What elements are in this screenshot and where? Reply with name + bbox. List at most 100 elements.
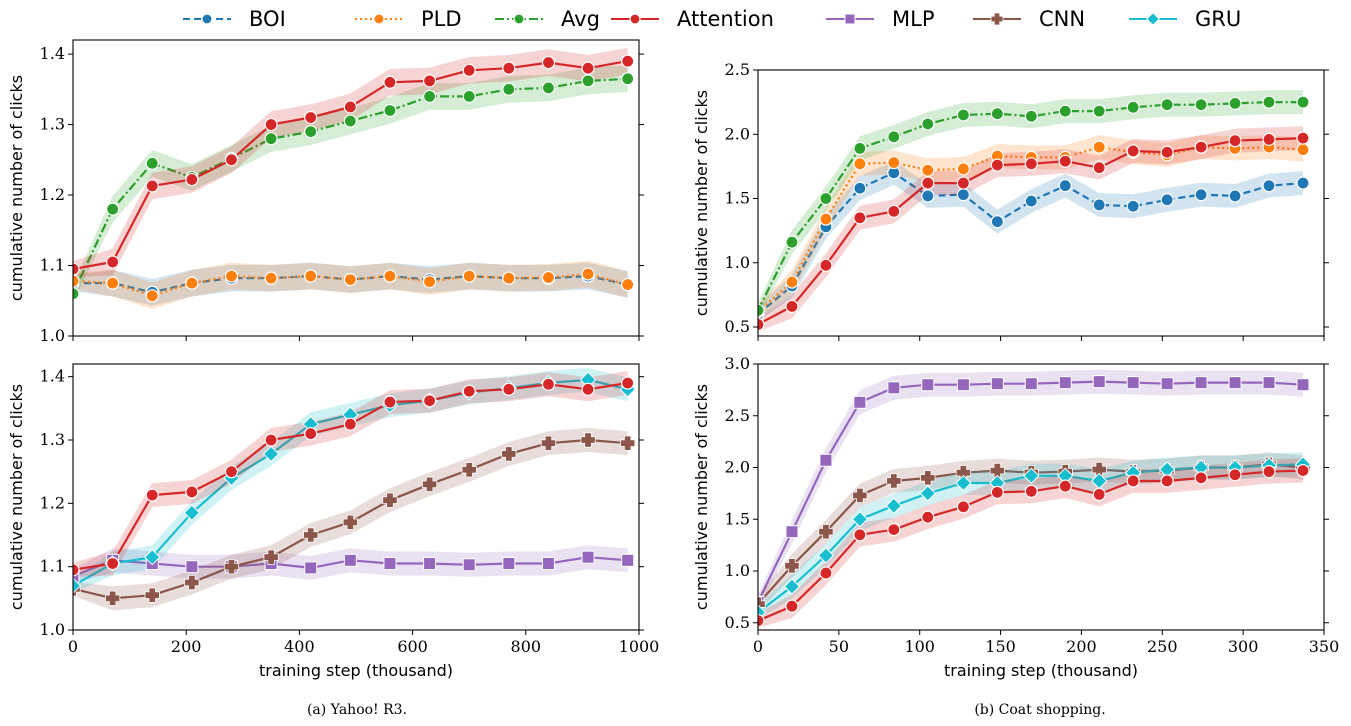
point-pld — [145, 289, 159, 303]
x-axis-label: training step (thousand) — [944, 661, 1138, 680]
point-pld — [462, 269, 476, 283]
point-attention — [1296, 464, 1310, 478]
point-cnn — [461, 462, 477, 478]
point-gru — [955, 474, 972, 492]
y-tick-label: 1.4 — [40, 44, 65, 63]
point-cnn — [501, 446, 517, 462]
x-tick-label: 1000 — [619, 637, 660, 656]
panel-bottom-left: 0 200 400 600 800 1000 1.0 1.1 1.2 1.3 1.4 cumulati… — [7, 363, 660, 680]
point-gru — [919, 485, 937, 502]
point-avg — [541, 81, 556, 95]
point-mlp — [990, 377, 1004, 391]
point-avg — [819, 191, 833, 206]
point-attention — [462, 63, 476, 77]
point-avg — [1024, 109, 1038, 123]
band-gru — [758, 452, 1303, 620]
point-mlp — [819, 453, 833, 467]
point-mlp — [185, 560, 199, 574]
point-boi — [1092, 198, 1106, 212]
point-attention — [785, 299, 799, 314]
legend-item-mlp: MLP — [826, 7, 934, 31]
point-cnn — [223, 559, 240, 575]
legend-label-boi: BOI — [249, 7, 286, 31]
point-attention — [758, 614, 765, 628]
legend-item-avg: Avg — [495, 7, 600, 31]
point-mlp — [785, 525, 799, 539]
point-avg — [422, 89, 437, 103]
point-pld — [1296, 143, 1310, 157]
point-gru — [144, 548, 161, 566]
point-mlp — [1024, 377, 1038, 391]
point-avg — [1058, 104, 1072, 118]
legend-marker-attention — [629, 13, 641, 25]
point-cnn — [105, 590, 121, 606]
point-attention — [1126, 144, 1140, 158]
chart-panels: 1.0 1.1 1.2 1.3 1.4 cumulative number of clic… — [7, 39, 1339, 680]
point-attention — [1024, 484, 1038, 498]
point-avg — [502, 82, 516, 96]
point-avg — [1126, 100, 1140, 114]
point-pld — [819, 212, 833, 226]
y-tick-label: 1.1 — [40, 557, 65, 576]
point-mlp — [304, 561, 318, 575]
point-boi — [921, 189, 935, 203]
point-avg — [853, 141, 867, 155]
point-pld — [383, 269, 397, 283]
point-mlp — [383, 557, 397, 570]
panel-bottom-right: 0 50 100 150 200 250 300 350 0.5 1.0 1.5 2.0 2.5 3.0 c… — [692, 354, 1339, 680]
y-tick-label: 0.5 — [725, 317, 750, 336]
point-pld — [853, 157, 867, 171]
point-attention — [990, 485, 1004, 499]
point-attention — [383, 75, 397, 89]
point-attention — [106, 255, 120, 269]
point-attention — [621, 376, 635, 390]
point-pld — [422, 275, 437, 289]
point-attention — [581, 382, 595, 396]
band-attention — [73, 47, 628, 278]
point-avg — [1194, 98, 1208, 112]
point-cnn — [382, 492, 398, 508]
point-cnn — [818, 524, 834, 540]
point-avg — [1228, 96, 1242, 111]
point-attention — [581, 61, 595, 75]
point-gru — [885, 497, 903, 515]
point-cnn — [144, 587, 160, 603]
point-attention — [921, 510, 935, 524]
x-tick-label: 600 — [397, 637, 428, 656]
x-tick-label: 200 — [171, 637, 202, 656]
point-attention — [758, 317, 765, 332]
point-avg — [785, 235, 799, 249]
point-gru — [183, 504, 201, 522]
point-attention — [502, 382, 516, 396]
point-mlp — [1058, 376, 1072, 390]
point-mlp — [1262, 376, 1276, 390]
point-attention — [264, 117, 278, 132]
point-pld — [343, 273, 357, 287]
point-pld — [304, 269, 318, 283]
legend-marker-avg — [513, 13, 525, 25]
point-attention — [1296, 131, 1310, 145]
point-avg — [145, 156, 159, 170]
point-attention — [422, 394, 437, 408]
legend: BOI PLD Avg Attention MLP CNN GRU — [183, 7, 1241, 31]
point-mlp — [502, 557, 516, 570]
y-tick-label: 3.0 — [725, 354, 750, 373]
x-axis-label: training step (thousand) — [259, 661, 453, 680]
legend-item-pld: PLD — [355, 7, 462, 31]
panel-top-right: 0.5 1.0 1.5 2.0 2.5 cumulative number of clic… — [692, 60, 1329, 341]
point-avg — [1092, 104, 1106, 118]
plot-area — [758, 369, 1312, 628]
point-attention — [502, 61, 516, 75]
point-cnn — [886, 473, 902, 489]
point-gru — [262, 445, 280, 463]
x-tick-label: 0 — [753, 637, 763, 656]
point-gru — [851, 511, 869, 528]
point-pld — [106, 276, 120, 290]
point-avg — [304, 125, 318, 139]
point-avg — [73, 287, 80, 301]
band-mlp — [758, 369, 1303, 610]
axes-frame — [72, 363, 640, 631]
point-avg — [990, 107, 1004, 121]
y-tick-label: 1.0 — [725, 253, 750, 272]
